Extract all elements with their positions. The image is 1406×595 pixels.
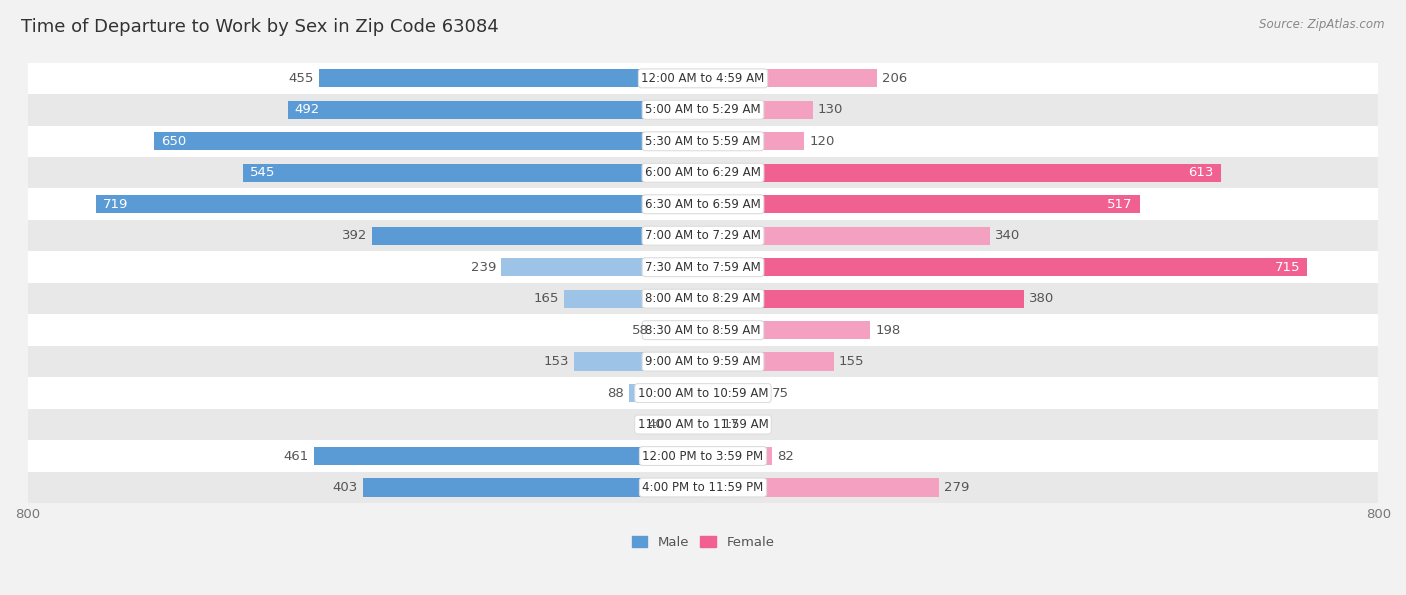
Bar [703, 101, 813, 119]
Text: 461: 461 [284, 450, 309, 462]
Bar [28, 94, 1378, 126]
Text: Time of Departure to Work by Sex in Zip Code 63084: Time of Departure to Work by Sex in Zip … [21, 18, 499, 36]
Bar [703, 132, 804, 151]
Text: 7:30 AM to 7:59 AM: 7:30 AM to 7:59 AM [645, 261, 761, 274]
Text: 492: 492 [294, 104, 319, 116]
Text: 165: 165 [533, 292, 558, 305]
Bar [703, 69, 877, 87]
Bar [703, 227, 990, 245]
Bar [28, 252, 1378, 283]
Bar [703, 447, 772, 465]
Bar [28, 189, 1378, 220]
Bar [314, 447, 703, 465]
Bar [28, 314, 1378, 346]
Text: 613: 613 [1188, 166, 1213, 179]
Text: 8:30 AM to 8:59 AM: 8:30 AM to 8:59 AM [645, 324, 761, 337]
Text: 10:00 AM to 10:59 AM: 10:00 AM to 10:59 AM [638, 387, 768, 400]
Text: 6:00 AM to 6:29 AM: 6:00 AM to 6:29 AM [645, 166, 761, 179]
Text: 6:30 AM to 6:59 AM: 6:30 AM to 6:59 AM [645, 198, 761, 211]
Bar [703, 415, 717, 434]
Text: 8:00 AM to 8:29 AM: 8:00 AM to 8:29 AM [645, 292, 761, 305]
Text: 88: 88 [607, 387, 624, 400]
Bar [96, 195, 703, 214]
Bar [703, 384, 766, 402]
Text: 715: 715 [1274, 261, 1301, 274]
Text: 153: 153 [543, 355, 569, 368]
Text: 155: 155 [839, 355, 865, 368]
Text: 380: 380 [1029, 292, 1054, 305]
Text: 17: 17 [723, 418, 740, 431]
Bar [654, 321, 703, 339]
Text: 4:00 PM to 11:59 PM: 4:00 PM to 11:59 PM [643, 481, 763, 494]
Bar [28, 472, 1378, 503]
Text: 239: 239 [471, 261, 496, 274]
Bar [703, 258, 1306, 276]
Text: 82: 82 [778, 450, 794, 462]
Bar [28, 409, 1378, 440]
Bar [288, 101, 703, 119]
Bar [703, 321, 870, 339]
Bar [28, 377, 1378, 409]
Text: 650: 650 [160, 135, 186, 148]
Bar [669, 415, 703, 434]
Text: 12:00 AM to 4:59 AM: 12:00 AM to 4:59 AM [641, 72, 765, 85]
Text: 120: 120 [810, 135, 835, 148]
Text: 11:00 AM to 11:59 AM: 11:00 AM to 11:59 AM [638, 418, 768, 431]
Text: 403: 403 [332, 481, 357, 494]
Text: 455: 455 [288, 72, 314, 85]
Text: 5:30 AM to 5:59 AM: 5:30 AM to 5:59 AM [645, 135, 761, 148]
Bar [363, 478, 703, 497]
Text: 7:00 AM to 7:29 AM: 7:00 AM to 7:29 AM [645, 229, 761, 242]
Bar [28, 126, 1378, 157]
Bar [574, 352, 703, 371]
Bar [628, 384, 703, 402]
Text: 198: 198 [876, 324, 900, 337]
Bar [28, 440, 1378, 472]
Bar [319, 69, 703, 87]
Bar [373, 227, 703, 245]
Text: 9:00 AM to 9:59 AM: 9:00 AM to 9:59 AM [645, 355, 761, 368]
Bar [703, 478, 939, 497]
Text: 40: 40 [647, 418, 664, 431]
Text: 58: 58 [633, 324, 650, 337]
Text: 130: 130 [818, 104, 844, 116]
Text: Source: ZipAtlas.com: Source: ZipAtlas.com [1260, 18, 1385, 31]
Bar [703, 164, 1220, 182]
Text: 340: 340 [995, 229, 1021, 242]
Text: 517: 517 [1108, 198, 1133, 211]
Text: 279: 279 [943, 481, 969, 494]
Bar [28, 62, 1378, 94]
Bar [155, 132, 703, 151]
Text: 75: 75 [772, 387, 789, 400]
Text: 545: 545 [250, 166, 276, 179]
Legend: Male, Female: Male, Female [626, 530, 780, 554]
Bar [28, 157, 1378, 189]
Bar [501, 258, 703, 276]
Text: 206: 206 [882, 72, 907, 85]
Bar [703, 352, 834, 371]
Bar [28, 346, 1378, 377]
Text: 719: 719 [103, 198, 128, 211]
Bar [28, 283, 1378, 314]
Bar [28, 220, 1378, 252]
Text: 392: 392 [342, 229, 367, 242]
Text: 5:00 AM to 5:29 AM: 5:00 AM to 5:29 AM [645, 104, 761, 116]
Text: 12:00 PM to 3:59 PM: 12:00 PM to 3:59 PM [643, 450, 763, 462]
Bar [243, 164, 703, 182]
Bar [703, 290, 1024, 308]
Bar [703, 195, 1139, 214]
Bar [564, 290, 703, 308]
